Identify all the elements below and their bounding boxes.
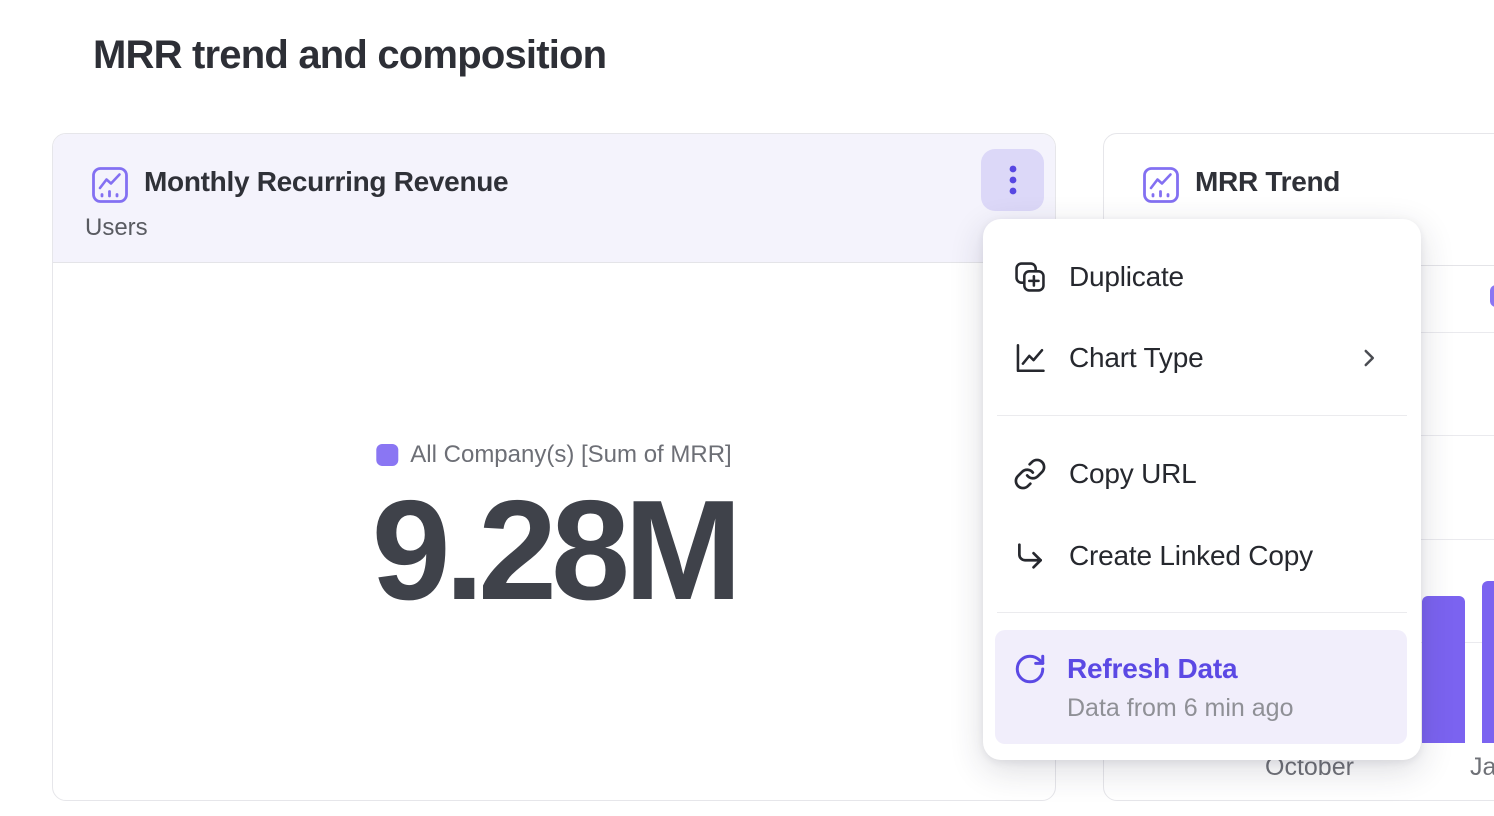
menu-item-chart-type[interactable]: Chart Type bbox=[983, 330, 1421, 386]
duplicate-icon bbox=[1013, 260, 1047, 294]
card-options-menu: Duplicate Chart Type Copy URL bbox=[983, 219, 1421, 760]
kpi-legend: All Company(s) [Sum of MRR] bbox=[376, 441, 732, 469]
menu-item-duplicate[interactable]: Duplicate bbox=[983, 249, 1421, 305]
kpi-value: 9.28M bbox=[371, 471, 743, 630]
card-options-button[interactable] bbox=[981, 149, 1044, 211]
chart-type-icon bbox=[1013, 341, 1047, 375]
mrr-kpi-card-subtitle: Users bbox=[85, 214, 148, 241]
mrr-trend-card-title: MRR Trend bbox=[1195, 166, 1341, 197]
refresh-data-label: Refresh Data bbox=[1067, 653, 1238, 684]
menu-item-label: Chart Type bbox=[1069, 342, 1204, 373]
kebab-menu-icon bbox=[1008, 164, 1018, 196]
x-axis-label-january: January bbox=[1470, 753, 1494, 781]
menu-item-create-linked-copy[interactable]: Create Linked Copy bbox=[983, 528, 1421, 584]
mrr-kpi-card: Monthly Recurring Revenue Users All Comp… bbox=[52, 133, 1056, 801]
trend-chart-icon bbox=[90, 165, 130, 205]
corner-down-right-icon bbox=[1013, 539, 1047, 573]
trend-chart-icon bbox=[1141, 165, 1181, 205]
mrr-kpi-card-header: Monthly Recurring Revenue Users bbox=[53, 134, 1055, 263]
menu-item-label: Copy URL bbox=[1069, 458, 1197, 489]
trend-legend-swatch bbox=[1490, 285, 1494, 307]
refresh-icon bbox=[1013, 652, 1047, 686]
trend-bar[interactable] bbox=[1422, 596, 1465, 743]
page-title: MRR trend and composition bbox=[93, 33, 607, 77]
trend-bar[interactable] bbox=[1482, 581, 1494, 743]
menu-divider bbox=[997, 415, 1407, 416]
kpi-legend-label: All Company(s) [Sum of MRR] bbox=[410, 441, 732, 468]
menu-item-label: Create Linked Copy bbox=[1069, 540, 1313, 571]
menu-item-copy-url[interactable]: Copy URL bbox=[983, 446, 1421, 502]
link-icon bbox=[1013, 457, 1047, 491]
refresh-data-sublabel: Data from 6 min ago bbox=[1067, 694, 1294, 722]
legend-swatch bbox=[376, 444, 399, 466]
menu-item-refresh-data[interactable]: Refresh Data Data from 6 min ago bbox=[995, 630, 1407, 744]
chevron-right-icon bbox=[1356, 345, 1382, 371]
menu-item-label: Duplicate bbox=[1069, 261, 1184, 292]
mrr-kpi-card-title: Monthly Recurring Revenue bbox=[144, 166, 509, 197]
menu-divider bbox=[997, 612, 1407, 613]
